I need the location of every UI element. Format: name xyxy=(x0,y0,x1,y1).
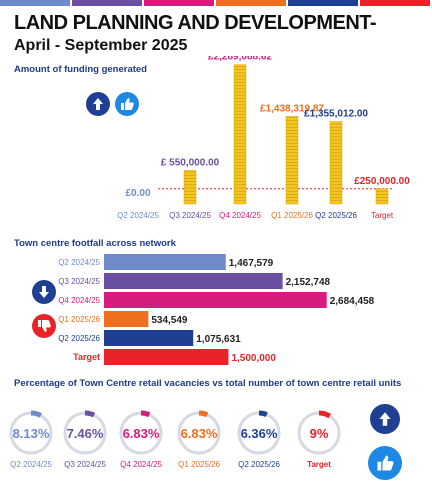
page-title: LAND PLANNING AND DEVELOPMENT- xyxy=(14,12,377,34)
funding-bar xyxy=(329,121,343,205)
strip-segment xyxy=(216,0,286,6)
funding-category-label: Q4 2024/25 xyxy=(219,211,261,220)
ring-arc xyxy=(8,410,54,456)
footfall-value-label: 2,152,748 xyxy=(286,277,331,288)
thumbs-up-icon xyxy=(115,92,139,116)
vacancy-ring: 6.36% xyxy=(236,410,282,456)
thumbs-up-icon xyxy=(368,446,402,480)
up-arrow-icon xyxy=(86,92,110,116)
vacancy-ring: 7.46% xyxy=(62,410,108,456)
strip-segment xyxy=(144,0,214,6)
ring-arc xyxy=(118,410,164,456)
footfall-value-label: 2,684,458 xyxy=(330,296,375,307)
footfall-section-title: Town centre footfall across network xyxy=(14,238,176,249)
footfall-value-label: 1,075,631 xyxy=(196,334,241,345)
ring-arc xyxy=(236,410,282,456)
strip-segment xyxy=(72,0,142,6)
footfall-category-label: Q2 2024/25 xyxy=(58,258,100,267)
footfall-bar xyxy=(104,273,283,289)
footfall-bar xyxy=(104,292,327,308)
funding-category-label: Q1 2025/26 xyxy=(271,211,313,220)
down-arrow-icon xyxy=(32,280,56,304)
footfall-category-label: Q2 2025/26 xyxy=(58,334,100,343)
funding-value-label: £0.00 xyxy=(125,188,150,199)
vacancy-category-label: Target xyxy=(307,460,331,469)
vacancies-section-title: Percentage of Town Centre retail vacanci… xyxy=(14,378,402,389)
vacancy-value: 6.83% xyxy=(122,425,160,441)
footfall-bar xyxy=(104,330,194,346)
vacancy-value: 9% xyxy=(309,425,329,441)
footfall-category-label: Q3 2024/25 xyxy=(58,277,100,286)
funding-value-label: £1,355,012.00 xyxy=(304,109,368,120)
footfall-chart: Q2 2024/25 1,467,579 Q3 2024/25 2,152,748 Q4… xyxy=(58,254,375,365)
funding-category-label: Q2 2024/25 xyxy=(117,211,159,220)
vacancy-ring: 8.13% xyxy=(8,410,54,456)
footfall-bar xyxy=(104,311,149,327)
footfall-category-label: Target xyxy=(73,352,100,362)
funding-bar xyxy=(233,64,247,205)
footfall-bar xyxy=(104,349,229,365)
funding-bar xyxy=(183,170,197,205)
strip-segment xyxy=(288,0,358,6)
vacancy-category-label: Q3 2024/25 xyxy=(64,460,106,469)
strip-segment xyxy=(360,0,430,6)
vacancy-ring: 6.83% xyxy=(176,410,222,456)
funding-category-label: Target xyxy=(371,211,394,220)
funding-value-label: £1,438,319.87 xyxy=(260,103,324,114)
vacancy-category-label: Q1 2025/26 xyxy=(178,460,220,469)
vacancy-value: 6.83% xyxy=(180,425,218,441)
page-subtitle: April - September 2025 xyxy=(14,37,188,54)
vacancy-value: 8.13% xyxy=(12,425,50,441)
vacancy-value: 7.46% xyxy=(66,425,104,441)
funding-value-label: £2,289,088.62 xyxy=(208,56,272,63)
funding-value-label: £ 550,000.00 xyxy=(161,158,220,169)
funding-section-title: Amount of funding generated xyxy=(14,64,147,75)
funding-chart: £0.00 Q2 2024/25 £ 550,000.00 Q3 2024/25 £2,… xyxy=(117,56,410,220)
footfall-value-label: 1,467,579 xyxy=(229,258,274,269)
footfall-value-label: 534,549 xyxy=(151,315,188,326)
funding-value-label: £250,000.00 xyxy=(354,176,410,187)
vacancy-category-label: Q2 2025/26 xyxy=(238,460,280,469)
funding-category-label: Q3 2024/25 xyxy=(169,211,211,220)
vacancy-value: 6.36% xyxy=(240,425,278,441)
footfall-value-label: 1,500,000 xyxy=(231,353,276,364)
ring-arc xyxy=(62,410,108,456)
vacancy-ring: 6.83% xyxy=(118,410,164,456)
ring-arc xyxy=(296,410,342,456)
footfall-category-label: Q4 2024/25 xyxy=(58,296,100,305)
vacancy-category-label: Q4 2024/25 xyxy=(120,460,162,469)
footfall-category-label: Q1 2025/26 xyxy=(58,315,100,324)
ring-arc xyxy=(176,410,222,456)
strip-segment xyxy=(0,0,70,6)
funding-bar xyxy=(375,188,389,205)
up-arrow-icon xyxy=(370,404,400,434)
funding-bar xyxy=(285,116,299,205)
vacancy-category-label: Q2 2024/25 xyxy=(10,460,52,469)
vacancy-ring: 9% xyxy=(296,410,342,456)
thumbs-down-icon xyxy=(32,314,56,338)
funding-category-label: Q2 2025/26 xyxy=(315,211,357,220)
footfall-bar xyxy=(104,254,226,270)
